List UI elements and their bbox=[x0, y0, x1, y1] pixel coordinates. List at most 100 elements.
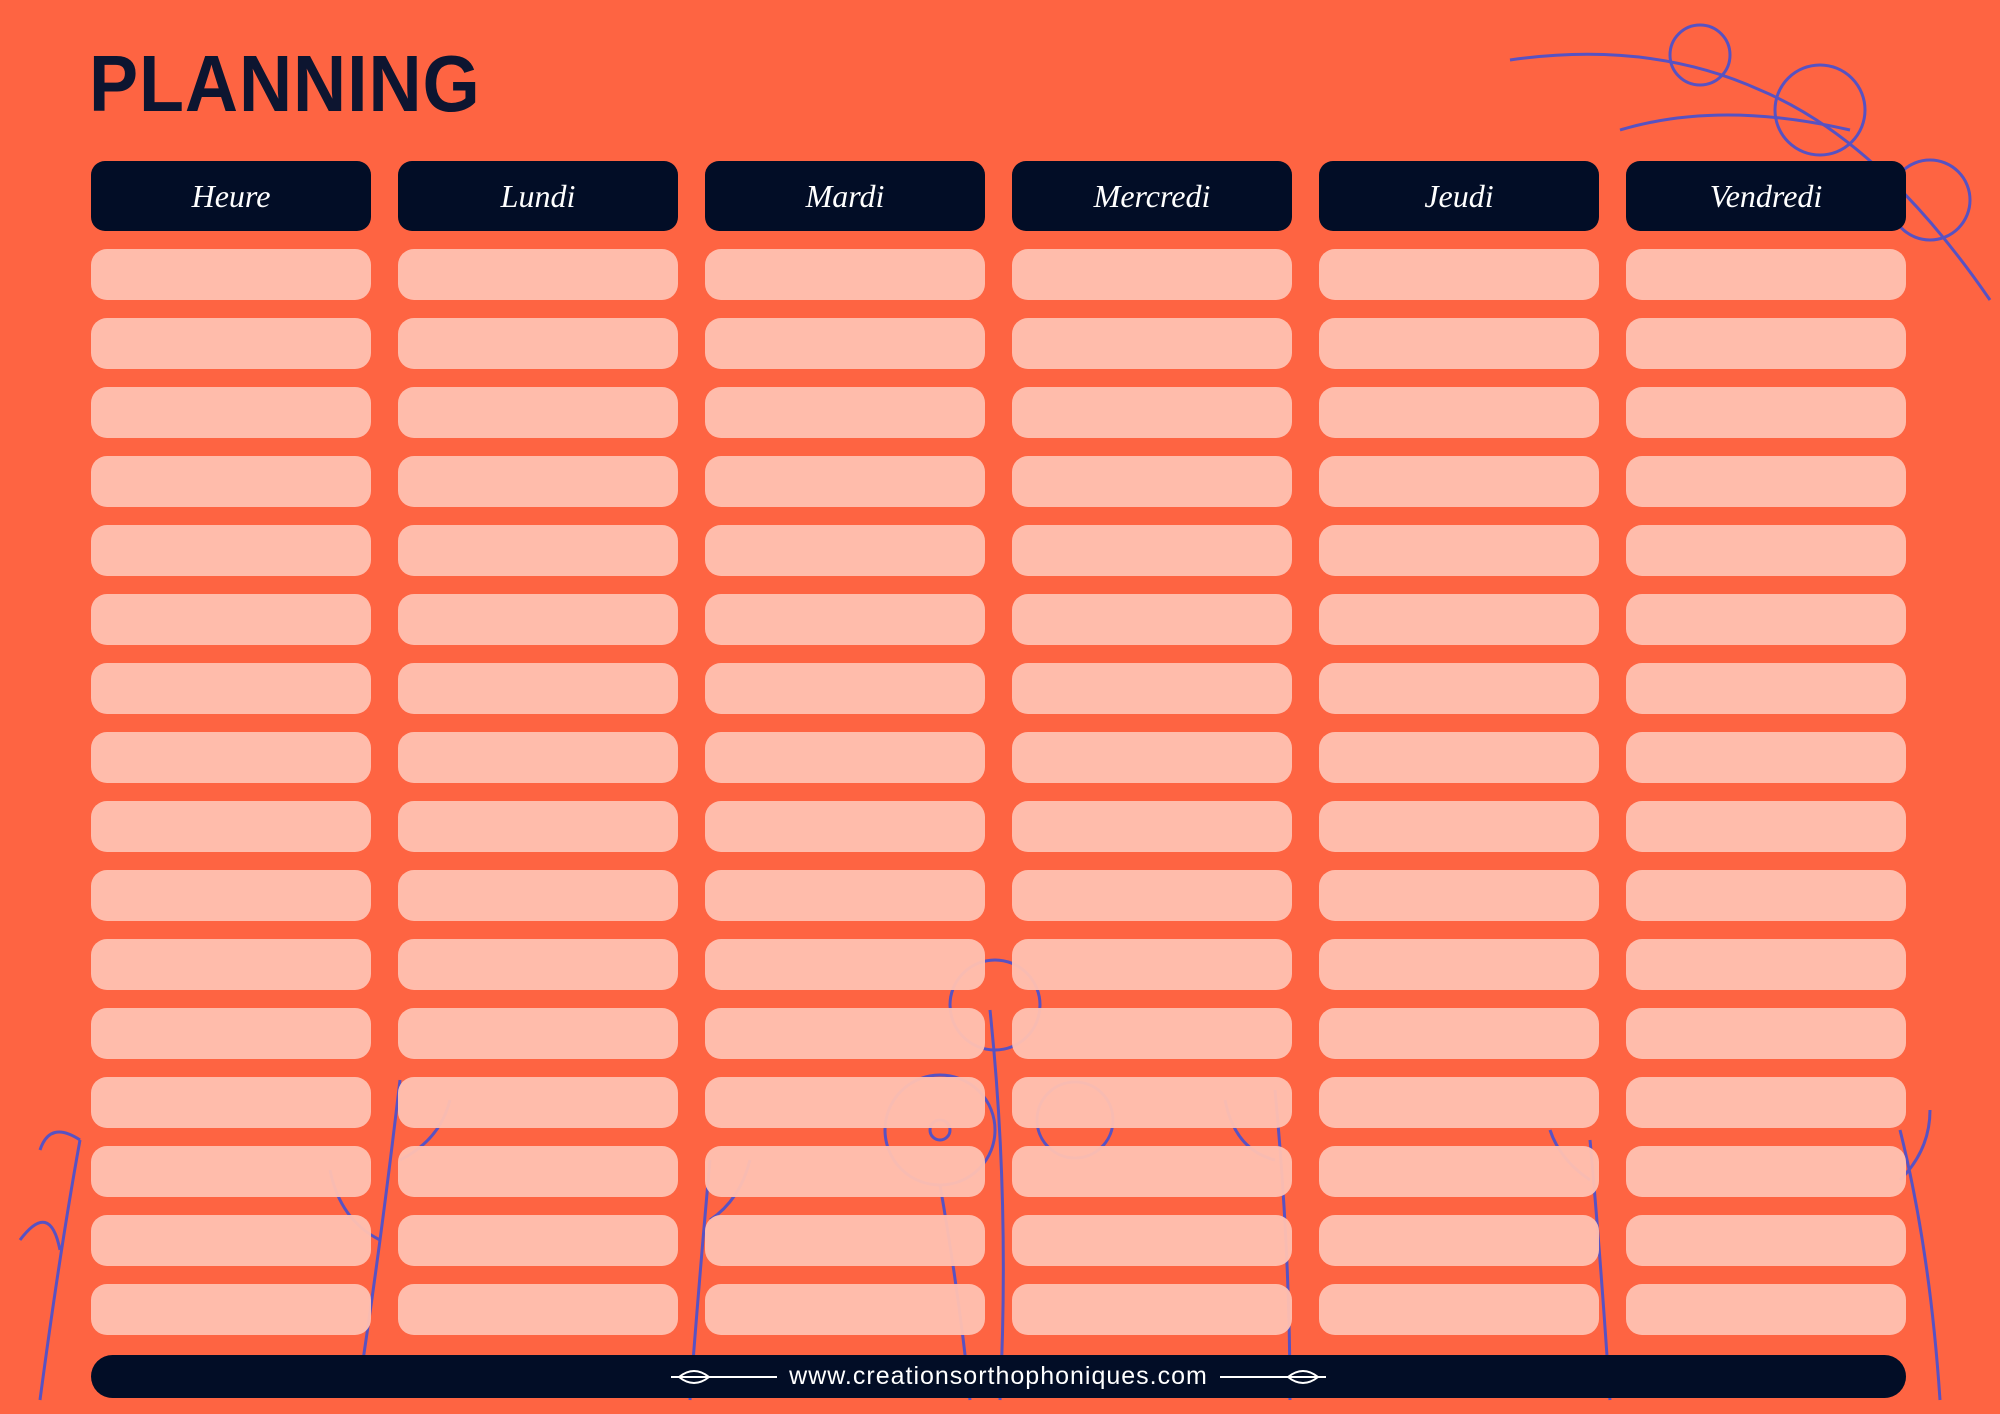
column-header: Jeudi bbox=[1319, 161, 1599, 231]
empty-cell bbox=[1626, 456, 1906, 507]
empty-cell bbox=[91, 1284, 371, 1335]
empty-cell bbox=[1626, 525, 1906, 576]
empty-cell bbox=[1012, 732, 1292, 783]
empty-cell bbox=[1319, 1215, 1599, 1266]
empty-cell bbox=[1626, 732, 1906, 783]
column-header: Mercredi bbox=[1012, 161, 1292, 231]
empty-cell bbox=[1626, 387, 1906, 438]
empty-cell bbox=[705, 1146, 985, 1197]
empty-cell bbox=[705, 594, 985, 645]
empty-cell bbox=[705, 1008, 985, 1059]
empty-cell bbox=[1626, 1077, 1906, 1128]
empty-cell bbox=[1012, 1284, 1292, 1335]
empty-cell bbox=[91, 1146, 371, 1197]
empty-cell bbox=[1626, 318, 1906, 369]
empty-cell bbox=[705, 801, 985, 852]
empty-cell bbox=[398, 1215, 678, 1266]
empty-cell bbox=[398, 1077, 678, 1128]
empty-cell bbox=[1319, 1146, 1599, 1197]
empty-cell bbox=[705, 1284, 985, 1335]
empty-cell bbox=[398, 663, 678, 714]
empty-cell bbox=[91, 1077, 371, 1128]
empty-cell bbox=[91, 1008, 371, 1059]
empty-cell bbox=[1626, 1215, 1906, 1266]
empty-cell bbox=[705, 1077, 985, 1128]
empty-cell bbox=[1012, 525, 1292, 576]
empty-cell bbox=[1626, 663, 1906, 714]
empty-cell bbox=[91, 525, 371, 576]
empty-cell bbox=[1319, 456, 1599, 507]
empty-cell bbox=[1012, 1008, 1292, 1059]
empty-cell bbox=[398, 1146, 678, 1197]
empty-cell bbox=[1319, 318, 1599, 369]
empty-cell bbox=[705, 1215, 985, 1266]
empty-cell bbox=[91, 732, 371, 783]
empty-cell bbox=[1319, 801, 1599, 852]
empty-cell bbox=[91, 387, 371, 438]
empty-cell bbox=[1012, 1215, 1292, 1266]
empty-cell bbox=[1626, 594, 1906, 645]
empty-cell bbox=[1012, 456, 1292, 507]
empty-cell bbox=[1012, 1146, 1292, 1197]
empty-cell bbox=[1319, 939, 1599, 990]
column-header: Mardi bbox=[705, 161, 985, 231]
empty-cell bbox=[1012, 249, 1292, 300]
empty-cell bbox=[1012, 594, 1292, 645]
empty-cell bbox=[1626, 1146, 1906, 1197]
empty-cell bbox=[398, 1284, 678, 1335]
empty-cell bbox=[1319, 525, 1599, 576]
empty-cell bbox=[1319, 249, 1599, 300]
footer-bar: www.creationsorthophoniques.com bbox=[91, 1355, 1906, 1398]
empty-cell bbox=[398, 939, 678, 990]
empty-cell bbox=[398, 594, 678, 645]
empty-cell bbox=[91, 939, 371, 990]
empty-cell bbox=[705, 525, 985, 576]
empty-cell bbox=[705, 663, 985, 714]
empty-cell bbox=[1626, 1008, 1906, 1059]
empty-cell bbox=[1319, 1008, 1599, 1059]
empty-cell bbox=[91, 801, 371, 852]
empty-cell bbox=[1012, 1077, 1292, 1128]
empty-cell bbox=[1319, 594, 1599, 645]
empty-cell bbox=[91, 249, 371, 300]
empty-cell bbox=[91, 456, 371, 507]
empty-cell bbox=[1012, 663, 1292, 714]
empty-cell bbox=[398, 249, 678, 300]
empty-cell bbox=[398, 387, 678, 438]
empty-cell bbox=[1319, 387, 1599, 438]
empty-cell bbox=[705, 318, 985, 369]
empty-cell bbox=[91, 663, 371, 714]
empty-cell bbox=[1626, 249, 1906, 300]
empty-cell bbox=[91, 594, 371, 645]
empty-cell bbox=[705, 456, 985, 507]
empty-cell bbox=[705, 249, 985, 300]
empty-cell bbox=[1626, 870, 1906, 921]
footer-ornament bbox=[671, 1369, 778, 1384]
column-header: Lundi bbox=[398, 161, 678, 231]
empty-cell bbox=[1319, 1284, 1599, 1335]
empty-cell bbox=[398, 870, 678, 921]
empty-cell bbox=[1319, 732, 1599, 783]
empty-cell bbox=[1626, 1284, 1906, 1335]
empty-cell bbox=[705, 939, 985, 990]
empty-cell bbox=[1319, 663, 1599, 714]
empty-cell bbox=[91, 1215, 371, 1266]
empty-cell bbox=[705, 870, 985, 921]
empty-cell bbox=[398, 525, 678, 576]
empty-cell bbox=[1012, 387, 1292, 438]
empty-cell bbox=[1319, 870, 1599, 921]
empty-cell bbox=[1626, 939, 1906, 990]
empty-cell bbox=[705, 387, 985, 438]
empty-cell bbox=[91, 870, 371, 921]
empty-cell bbox=[1012, 870, 1292, 921]
column-header: Vendredi bbox=[1626, 161, 1906, 231]
empty-cell bbox=[91, 318, 371, 369]
footer-url: www.creationsorthophoniques.com bbox=[789, 1362, 1208, 1390]
column-header: Heure bbox=[91, 161, 371, 231]
empty-cell bbox=[1626, 801, 1906, 852]
empty-cell bbox=[1012, 318, 1292, 369]
page-title: PLANNING bbox=[89, 39, 481, 128]
empty-cell bbox=[1012, 939, 1292, 990]
empty-cell bbox=[1012, 801, 1292, 852]
